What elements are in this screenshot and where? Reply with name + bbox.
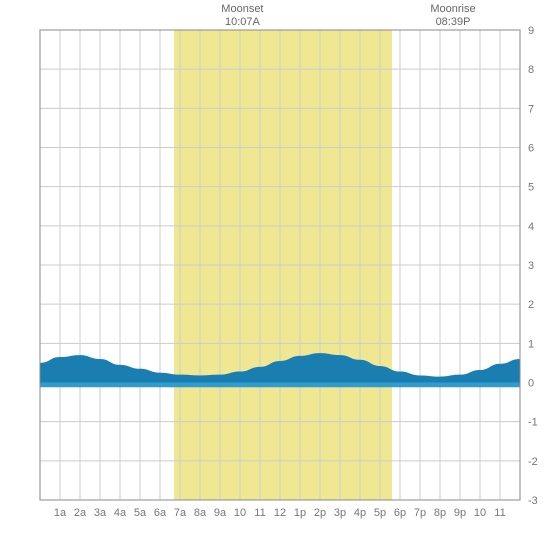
x-tick-label: 8a bbox=[194, 507, 207, 519]
x-tick-label: 3a bbox=[94, 507, 107, 519]
x-tick-label: 4p bbox=[354, 507, 366, 519]
moonrise-time: 08:39P bbox=[436, 16, 471, 28]
x-tick-label: 5p bbox=[374, 507, 386, 519]
x-tick-label: 6p bbox=[394, 507, 406, 519]
tide-area-light bbox=[40, 383, 520, 388]
x-tick-label: 11 bbox=[494, 507, 505, 519]
x-tick-label: 11 bbox=[254, 507, 265, 519]
y-tick-label: 7 bbox=[528, 103, 534, 115]
tide-chart: -3-2-101234567891a2a3a4a5a6a7a8a9a101112… bbox=[0, 0, 550, 550]
moonset-time: 10:07A bbox=[225, 16, 261, 28]
y-tick-label: 2 bbox=[528, 299, 534, 311]
y-tick-label: 8 bbox=[528, 64, 534, 76]
x-tick-label: 3p bbox=[334, 507, 346, 519]
moonset-label: Moonset bbox=[221, 3, 263, 15]
x-tick-label: 4a bbox=[114, 507, 127, 519]
x-tick-label: 12 bbox=[274, 507, 286, 519]
x-tick-label: 7p bbox=[414, 507, 426, 519]
x-tick-label: 10 bbox=[234, 507, 246, 519]
y-tick-label: -3 bbox=[528, 495, 538, 507]
x-tick-label: 8p bbox=[434, 507, 446, 519]
y-tick-label: 3 bbox=[528, 260, 534, 272]
x-tick-label: 5a bbox=[134, 507, 147, 519]
chart-svg: -3-2-101234567891a2a3a4a5a6a7a8a9a101112… bbox=[0, 0, 550, 550]
y-tick-label: 4 bbox=[528, 221, 534, 233]
x-tick-label: 1a bbox=[54, 507, 67, 519]
y-tick-label: -2 bbox=[528, 456, 538, 468]
x-tick-label: 9a bbox=[214, 507, 227, 519]
y-tick-label: 0 bbox=[528, 378, 534, 390]
y-tick-label: -1 bbox=[528, 417, 538, 429]
y-tick-label: 6 bbox=[528, 143, 534, 155]
x-tick-label: 1p bbox=[294, 507, 306, 519]
x-tick-label: 7a bbox=[174, 507, 187, 519]
moonrise-label: Moonrise bbox=[430, 3, 475, 15]
x-tick-label: 10 bbox=[474, 507, 486, 519]
y-tick-label: 1 bbox=[528, 338, 534, 350]
x-tick-label: 2p bbox=[314, 507, 326, 519]
y-tick-label: 9 bbox=[528, 25, 534, 37]
x-tick-label: 6a bbox=[154, 507, 167, 519]
x-tick-label: 2a bbox=[74, 507, 87, 519]
x-tick-label: 9p bbox=[454, 507, 466, 519]
y-tick-label: 5 bbox=[528, 182, 534, 194]
